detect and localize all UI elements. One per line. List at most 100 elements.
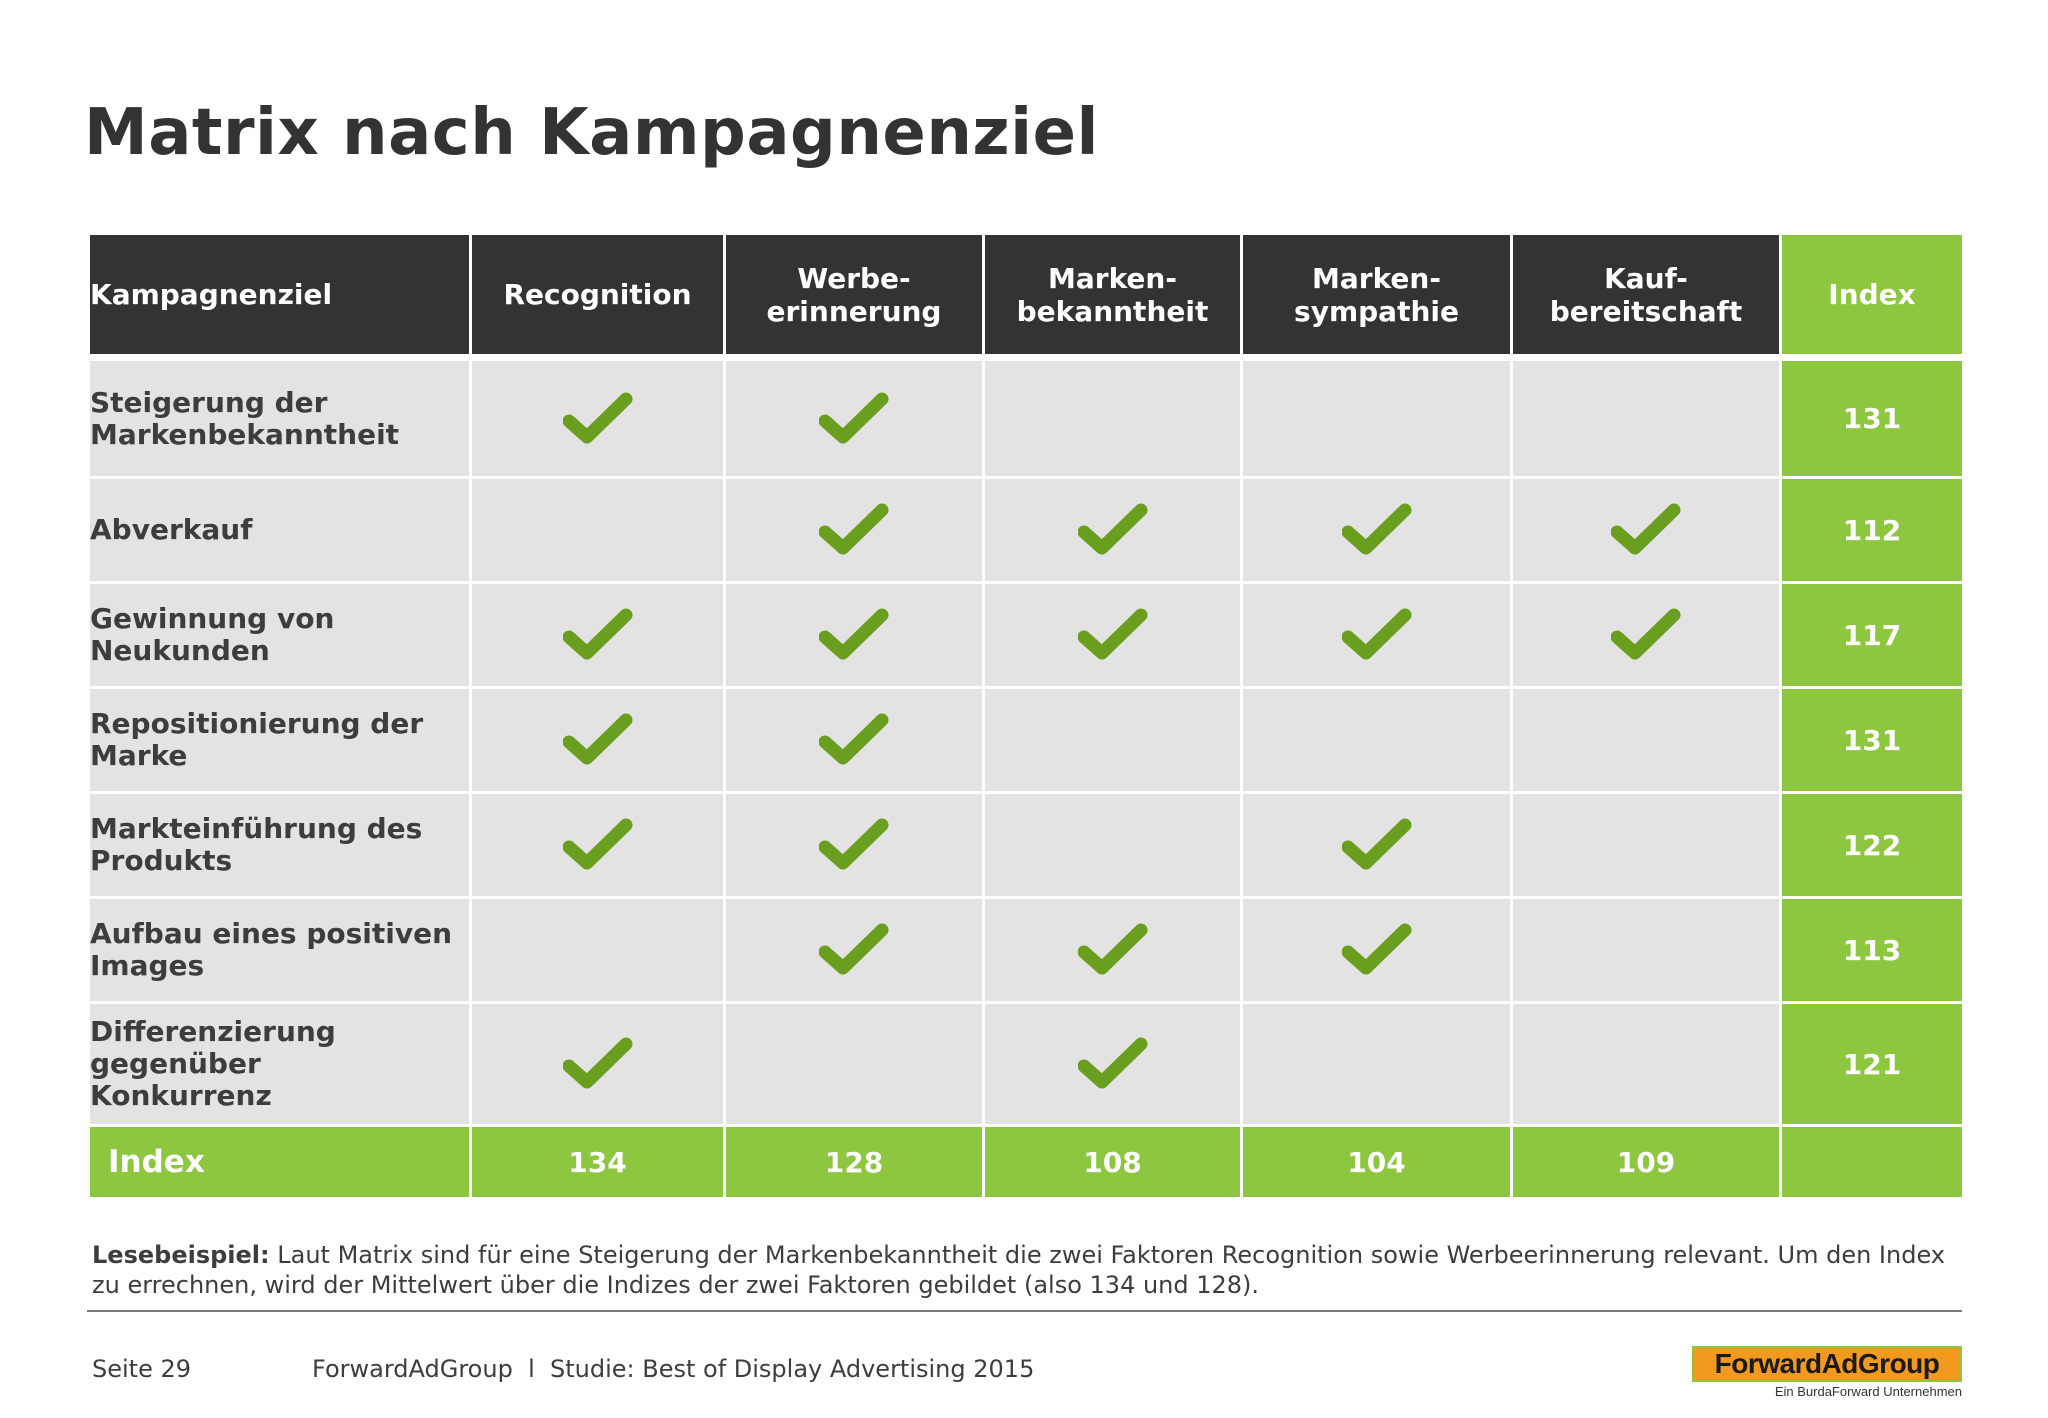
cell-markenbekanntheit (982, 1001, 1243, 1127)
checkmark-icon (819, 605, 889, 661)
footer-index-werbeerinnerung: 128 (723, 1124, 985, 1200)
cell-markenbekanntheit (982, 896, 1243, 1004)
page-title: Matrix nach Kampagnenziel (84, 96, 1099, 170)
table-row: Differenzierung gegenüber Konkurrenz 121 (87, 1001, 1965, 1127)
checkmark-icon (562, 815, 633, 871)
table-row: Repositionierung der Marke 131 (87, 686, 1965, 794)
header-kampagnenziel: Kampagnenziel (87, 232, 472, 357)
row-index-value: 117 (1779, 581, 1965, 689)
cell-markenbekanntheit (982, 358, 1243, 479)
cell-kaufbereitschaft (1510, 476, 1782, 584)
cell-werbeerinnerung (723, 581, 985, 689)
footer-divider (87, 1310, 1962, 1312)
checkmark-icon (819, 389, 889, 445)
cell-markensympathie (1240, 791, 1513, 899)
row-index-value: 112 (1779, 476, 1965, 584)
cell-recognition (469, 686, 726, 794)
header-kaufbereitschaft: Kauf- bereitschaft (1510, 232, 1782, 357)
table-row: Aufbau eines positiven Images 113 (87, 896, 1965, 1004)
footer-index-markensympathie: 104 (1240, 1124, 1513, 1200)
table-header-row: Kampagnenziel Recognition Werbe- erinner… (87, 232, 1965, 357)
cell-kaufbereitschaft (1510, 686, 1782, 794)
cell-werbeerinnerung (723, 896, 985, 1004)
header-markensympathie: Marken- sympathie (1240, 232, 1513, 357)
footer-index-markenbekanntheit: 108 (982, 1124, 1243, 1200)
cell-markenbekanntheit (982, 686, 1243, 794)
cell-kaufbereitschaft (1510, 1001, 1782, 1127)
cell-recognition (469, 791, 726, 899)
index-footer-row: Index 134 128 108 104 109 (87, 1124, 1965, 1200)
row-index-value: 131 (1779, 358, 1965, 479)
page-number: Seite 29 (92, 1355, 192, 1383)
cell-werbeerinnerung (723, 1001, 985, 1127)
logo-subtitle: Ein BurdaForward Unternehmen (1774, 1384, 1962, 1399)
footer-source: ForwardAdGroup l Studie: Best of Display… (312, 1355, 1035, 1383)
row-label: Aufbau eines positiven Images (87, 896, 472, 1004)
cell-markensympathie (1240, 581, 1513, 689)
row-label: Abverkauf (87, 476, 472, 584)
header-index: Index (1779, 232, 1965, 357)
cell-markenbekanntheit (982, 476, 1243, 584)
cell-kaufbereitschaft (1510, 896, 1782, 1004)
checkmark-icon (1077, 605, 1148, 661)
row-label: Steigerung der Markenbekanntheit (87, 358, 472, 479)
row-label: Markteinführung des Produkts (87, 791, 472, 899)
checkmark-icon (1077, 500, 1148, 556)
checkmark-icon (1341, 500, 1412, 556)
row-index-value: 113 (1779, 896, 1965, 1004)
footer-index-recognition: 134 (469, 1124, 726, 1200)
cell-markensympathie (1240, 686, 1513, 794)
cell-recognition (469, 581, 726, 689)
logo-text: ForwardAdGroup (1714, 1348, 1940, 1379)
checkmark-icon (819, 815, 889, 871)
checkmark-icon (1077, 1034, 1148, 1090)
cell-markensympathie (1240, 358, 1513, 479)
checkmark-icon (562, 710, 633, 766)
table-row: Markteinführung des Produkts 122 (87, 791, 1965, 899)
checkmark-icon (819, 500, 889, 556)
cell-markensympathie (1240, 476, 1513, 584)
cell-werbeerinnerung (723, 686, 985, 794)
checkmark-icon (562, 389, 633, 445)
note-text: Laut Matrix sind für eine Steigerung der… (92, 1241, 1946, 1299)
header-werbeerinnerung: Werbe- erinnerung (723, 232, 985, 357)
checkmark-icon (1341, 605, 1412, 661)
row-index-value: 131 (1779, 686, 1965, 794)
table-row: Abverkauf 112 (87, 476, 1965, 584)
cell-markenbekanntheit (982, 791, 1243, 899)
row-label: Differenzierung gegenüber Konkurrenz (87, 1001, 472, 1127)
row-label: Gewinnung von Neukunden (87, 581, 472, 689)
note-label: Lesebeispiel: (92, 1241, 270, 1269)
cell-werbeerinnerung (723, 476, 985, 584)
table-row: Steigerung der Markenbekanntheit 131 (87, 358, 1965, 479)
checkmark-icon (1611, 500, 1681, 556)
checkmark-icon (819, 920, 889, 976)
header-recognition: Recognition (469, 232, 726, 357)
checkmark-icon (562, 605, 633, 661)
cell-recognition (469, 1001, 726, 1127)
row-label: Repositionierung der Marke (87, 686, 472, 794)
footer-index-label: Index (87, 1124, 472, 1200)
checkmark-icon (1611, 605, 1681, 661)
cell-markensympathie (1240, 1001, 1513, 1127)
footer-index-kaufbereitschaft: 109 (1510, 1124, 1782, 1200)
table-row: Gewinnung von Neukunden 117 (87, 581, 1965, 689)
row-index-value: 121 (1779, 1001, 1965, 1127)
cell-markenbekanntheit (982, 581, 1243, 689)
checkmark-icon (819, 710, 889, 766)
checkmark-icon (1341, 920, 1412, 976)
row-index-value: 122 (1779, 791, 1965, 899)
forwardadgroup-logo: ForwardAdGroup (1692, 1346, 1962, 1382)
cell-werbeerinnerung (723, 358, 985, 479)
cell-recognition (469, 896, 726, 1004)
matrix-body: Steigerung der Markenbekanntheit 131 Abver… (87, 358, 1965, 1127)
reading-example-note: Lesebeispiel: Laut Matrix sind für eine … (92, 1240, 1962, 1300)
cell-werbeerinnerung (723, 791, 985, 899)
cell-recognition (469, 358, 726, 479)
cell-recognition (469, 476, 726, 584)
checkmark-icon (562, 1034, 633, 1090)
checkmark-icon (1077, 920, 1148, 976)
footer-index-empty (1779, 1124, 1965, 1200)
cell-kaufbereitschaft (1510, 358, 1782, 479)
cell-markensympathie (1240, 896, 1513, 1004)
